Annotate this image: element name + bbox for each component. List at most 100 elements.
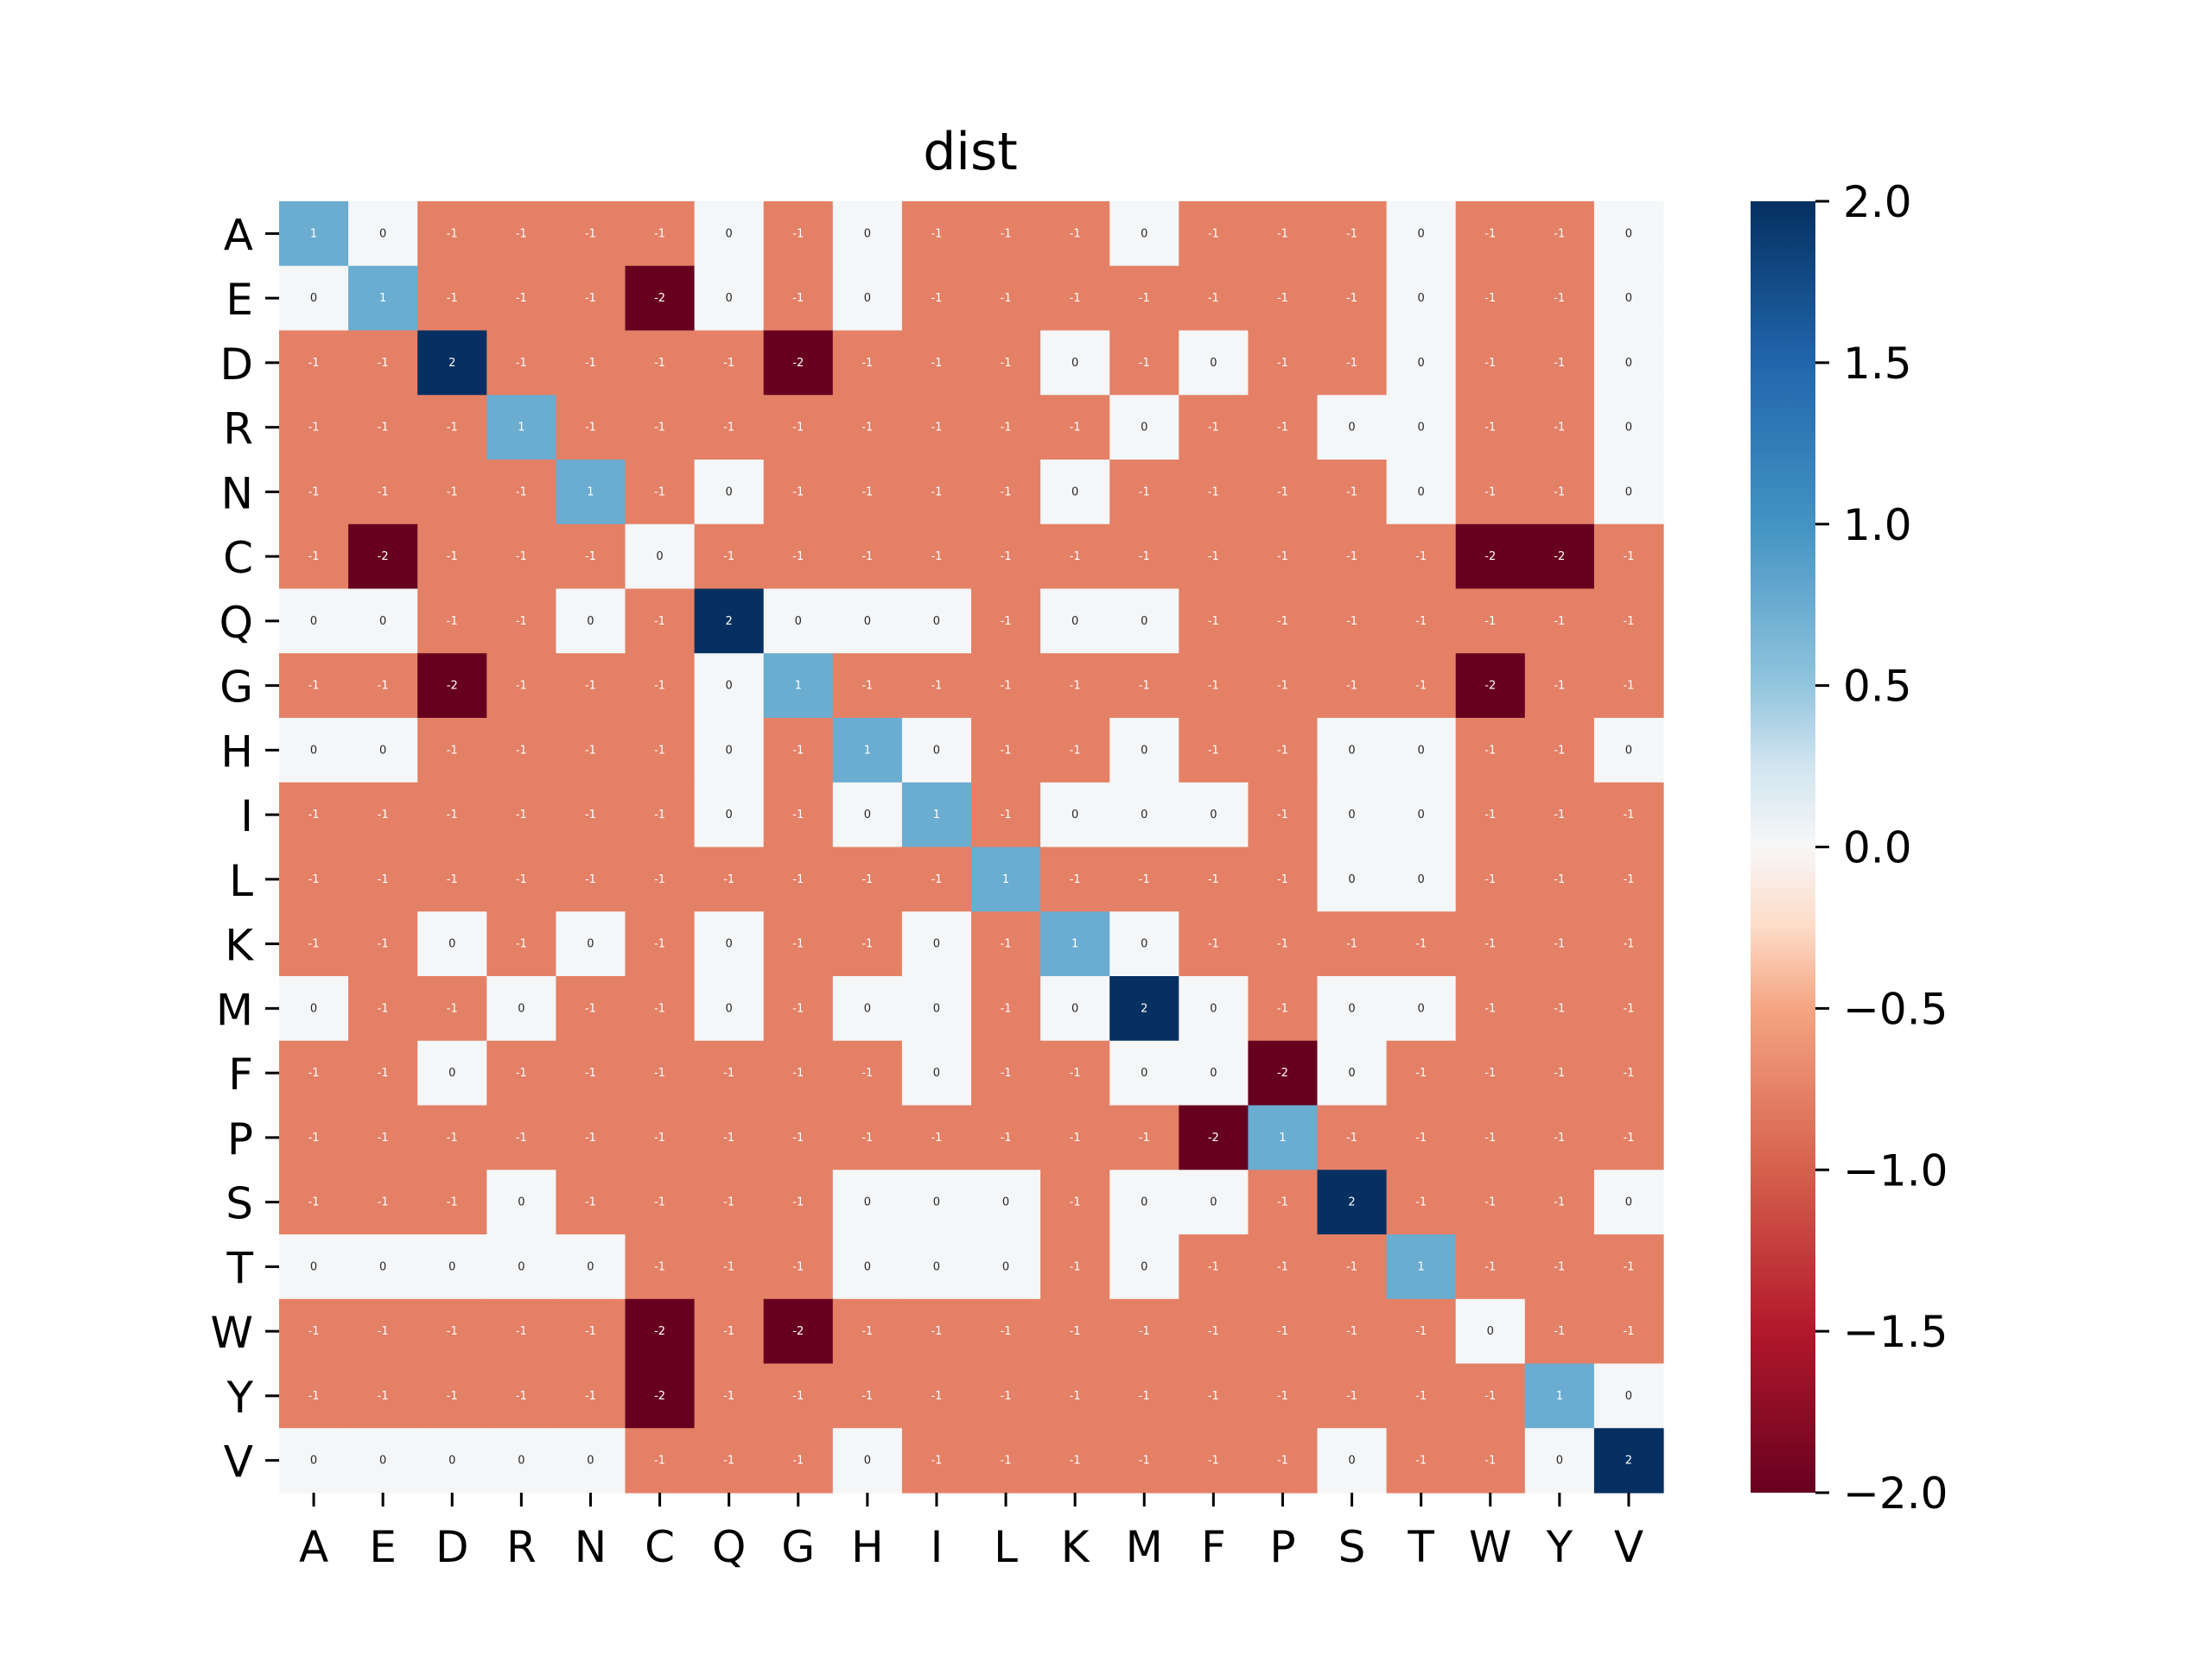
cell-value-label: -1 [1001, 485, 1012, 498]
heatmap-cell [1109, 395, 1179, 460]
heatmap-cell [1524, 911, 1595, 977]
heatmap-cell [1179, 782, 1249, 848]
cell-value-label: -1 [1070, 873, 1081, 886]
cell-value-label: -1 [1554, 873, 1565, 886]
cell-value-label: -1 [723, 1455, 734, 1468]
heatmap-cell [763, 976, 834, 1042]
cell-value-label: -1 [308, 873, 320, 886]
cell-value-label: -1 [792, 550, 804, 563]
heatmap-cell [763, 911, 834, 977]
heatmap-cell [625, 523, 696, 590]
heatmap-cell [694, 1170, 765, 1235]
cell-value-label: -2 [1277, 1067, 1288, 1080]
heatmap-cell [486, 201, 556, 267]
heatmap-cell [1455, 1105, 1526, 1170]
cell-value-label: -1 [1623, 1067, 1634, 1080]
y-tick-label: C [223, 533, 253, 583]
cell-value-label: -1 [723, 1132, 734, 1145]
heatmap-cell [763, 1234, 834, 1300]
heatmap-cell [417, 588, 487, 654]
cell-value-label: -1 [1070, 422, 1081, 435]
cell-value-label: 0 [1141, 744, 1147, 757]
heatmap-cell [763, 782, 834, 848]
cell-value-label: -1 [1554, 1132, 1565, 1145]
heatmap-cell [1179, 653, 1249, 719]
cell-value-label: -1 [792, 744, 804, 757]
heatmap-cell [763, 1363, 834, 1429]
heatmap-cell [625, 976, 696, 1042]
heatmap-cell [1455, 523, 1526, 590]
cell-value-label: 0 [379, 227, 386, 240]
cell-value-label: -1 [1484, 1196, 1496, 1209]
heatmap-cell [1040, 330, 1110, 396]
heatmap-cell [1179, 330, 1249, 396]
cell-value-label: -1 [516, 550, 527, 563]
heatmap-cell [279, 460, 349, 525]
cell-value-label: -1 [1070, 744, 1081, 757]
heatmap-cell [1386, 911, 1457, 977]
heatmap-cell [1109, 782, 1179, 848]
cell-value-label: -1 [308, 1067, 320, 1080]
cell-value-label: -1 [1484, 1260, 1496, 1273]
cell-value-label: 0 [1210, 1196, 1217, 1209]
heatmap-cell [1593, 847, 1664, 912]
heatmap-cell [1179, 588, 1249, 654]
cell-value-label: -1 [1001, 292, 1012, 305]
heatmap-cell [763, 1428, 834, 1494]
cell-value-label: -1 [1070, 680, 1081, 693]
heatmap-cell [279, 588, 349, 654]
heatmap-cell [1248, 718, 1319, 783]
heatmap-cell [556, 460, 626, 525]
cell-annotations: 1 0 -1 -1 -1 -1 0 -1 0 -1 -1 -1 0 -1 -1 -1 0 -1 -1 0 0 1 -1 -1 -… [308, 227, 1635, 1467]
heatmap-cell [694, 911, 765, 977]
cell-value-label: -1 [1623, 938, 1634, 951]
heatmap-cell [486, 976, 556, 1042]
colorbar-tick-label: −2.0 [1843, 1469, 1948, 1519]
heatmap-cell [1179, 1105, 1249, 1170]
heatmap-cell [556, 330, 626, 396]
heatmap-cell [417, 1298, 487, 1365]
heatmap-cell [1524, 523, 1595, 590]
cell-value-label: -1 [1484, 1132, 1496, 1145]
cell-value-label: -1 [654, 744, 665, 757]
y-tick-label: N [221, 468, 253, 518]
heatmap-cell [417, 1105, 487, 1170]
heatmap-cell [1040, 976, 1110, 1042]
cell-value-label: 0 [933, 615, 940, 628]
cell-value-label: -1 [931, 227, 942, 240]
cell-value-label: -1 [1484, 1390, 1496, 1403]
cell-value-label: -1 [378, 1196, 389, 1209]
cell-value-label: -1 [1070, 1132, 1081, 1145]
heatmap-cell [1455, 1234, 1526, 1300]
cell-value-label: -1 [654, 938, 665, 951]
cell-value-label: -1 [1277, 938, 1288, 951]
cell-value-label: -1 [1277, 1390, 1288, 1403]
x-tick-label: F [1201, 1522, 1226, 1572]
heatmap-cell [832, 1298, 903, 1365]
cell-value-label: 0 [1141, 1260, 1147, 1273]
heatmap-cell [901, 847, 972, 912]
cell-value-label: 1 [795, 680, 802, 693]
cell-value-label: -1 [792, 1390, 804, 1403]
colorbar-tick-label: −1.0 [1843, 1145, 1948, 1196]
heatmap-cell [832, 460, 903, 525]
heatmap-cell [348, 1428, 418, 1494]
y-tick-label: D [219, 339, 253, 390]
heatmap-cell [486, 330, 556, 396]
heatmap-cell [1593, 395, 1664, 460]
heatmap-cell [1040, 1234, 1110, 1300]
heatmap-cell [279, 718, 349, 783]
heatmap-cell [1248, 395, 1319, 460]
cell-value-label: 0 [726, 227, 733, 240]
heatmap-cell [348, 1170, 418, 1235]
heatmap-cell [694, 1298, 765, 1365]
cell-value-label: 0 [726, 485, 733, 498]
cell-value-label: -1 [1554, 744, 1565, 757]
cell-value-label: -1 [792, 1455, 804, 1468]
cell-value-label: 0 [1625, 227, 1632, 240]
cell-value-label: -1 [1277, 1325, 1288, 1338]
cell-value-label: 0 [518, 1196, 524, 1209]
heatmap-cell [1317, 460, 1388, 525]
cell-value-label: 0 [1348, 1067, 1355, 1080]
cell-value-label: 0 [448, 1260, 455, 1273]
